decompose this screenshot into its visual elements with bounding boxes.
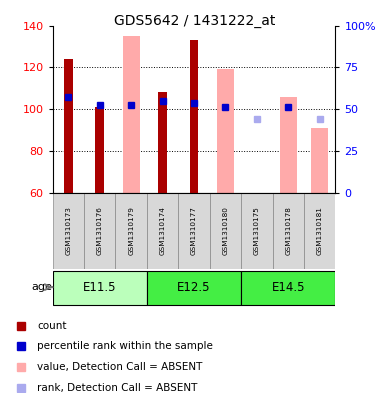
Bar — [147, 271, 241, 305]
Bar — [147, 193, 178, 269]
Bar — [304, 193, 335, 269]
Text: GSM1310176: GSM1310176 — [97, 206, 103, 255]
Bar — [178, 193, 210, 269]
Text: value, Detection Call = ABSENT: value, Detection Call = ABSENT — [37, 362, 202, 372]
Bar — [96, 107, 104, 193]
Bar — [53, 193, 84, 269]
Bar — [122, 36, 140, 193]
Text: GSM1310181: GSM1310181 — [317, 206, 323, 255]
Text: percentile rank within the sample: percentile rank within the sample — [37, 341, 213, 351]
Text: E14.5: E14.5 — [271, 281, 305, 294]
Bar — [273, 193, 304, 269]
Text: GSM1310177: GSM1310177 — [191, 206, 197, 255]
Bar — [241, 193, 273, 269]
Bar — [158, 92, 167, 193]
Bar — [217, 70, 234, 193]
Text: rank, Detection Call = ABSENT: rank, Detection Call = ABSENT — [37, 383, 197, 393]
Bar — [311, 128, 328, 193]
Text: age: age — [31, 282, 52, 292]
Text: GSM1310178: GSM1310178 — [285, 206, 291, 255]
Bar — [84, 193, 115, 269]
Text: GSM1310173: GSM1310173 — [66, 206, 71, 255]
Bar — [210, 193, 241, 269]
Text: GSM1310174: GSM1310174 — [160, 206, 166, 255]
Bar — [280, 97, 297, 193]
Text: count: count — [37, 321, 67, 331]
Bar — [115, 193, 147, 269]
Bar — [53, 271, 147, 305]
Bar — [64, 59, 73, 193]
Text: GSM1310179: GSM1310179 — [128, 206, 134, 255]
Bar — [241, 271, 335, 305]
Text: E11.5: E11.5 — [83, 281, 117, 294]
Bar — [190, 40, 199, 193]
Text: GSM1310175: GSM1310175 — [254, 206, 260, 255]
Text: E12.5: E12.5 — [177, 281, 211, 294]
Text: GDS5642 / 1431222_at: GDS5642 / 1431222_at — [114, 14, 276, 28]
Text: GSM1310180: GSM1310180 — [222, 206, 229, 255]
